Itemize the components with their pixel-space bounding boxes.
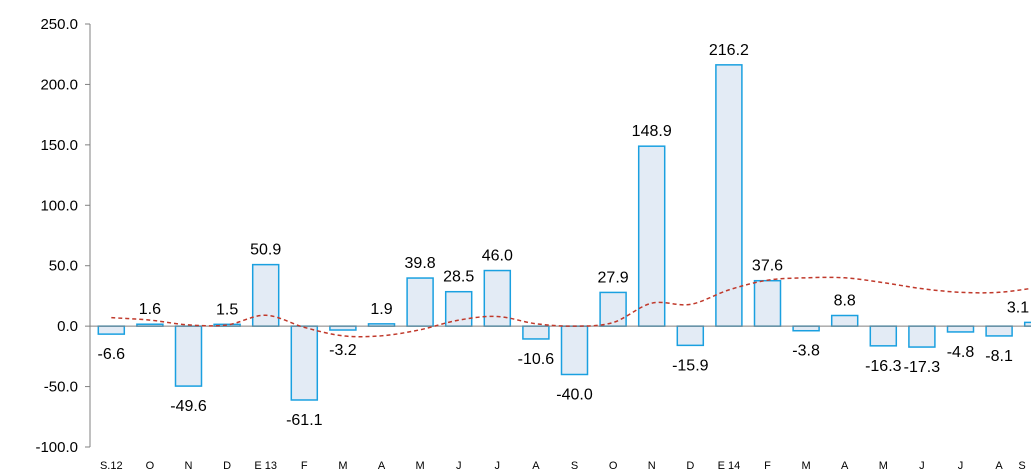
data-label: -16.3 xyxy=(865,358,902,375)
bar xyxy=(251,263,280,327)
x-tick-label: S xyxy=(1018,460,1025,472)
x-tick-label: A xyxy=(378,460,386,472)
data-label: -10.6 xyxy=(518,351,555,368)
bar xyxy=(830,314,859,327)
x-tick-label: E 14 xyxy=(718,460,741,472)
y-tick-label: 100.0 xyxy=(40,197,78,214)
trend-line-path xyxy=(111,276,1031,338)
data-label: -4.8 xyxy=(947,344,975,361)
data-label: 1.9 xyxy=(370,301,392,318)
data-label: 37.6 xyxy=(752,258,783,275)
data-labels: -6.6 1.6 -49.6 1.5 50.9 -61.1 -3.2 1.9 39.8 28.5 4… xyxy=(98,42,1030,429)
x-tick-label: D xyxy=(686,460,694,472)
x-axis: S.12 O N D E 13 F M A M J J A S O N D E 14 F M A M J J A S xyxy=(100,460,1026,472)
data-label: 1.5 xyxy=(216,301,238,318)
y-tick-label: 50.0 xyxy=(49,258,78,275)
x-tick-label: A xyxy=(532,460,540,472)
trend-line xyxy=(111,276,1031,338)
bar xyxy=(97,325,126,335)
data-label: -61.1 xyxy=(286,412,323,429)
data-label: -15.9 xyxy=(672,357,709,374)
x-tick-label: O xyxy=(609,460,618,472)
x-tick-label: J xyxy=(495,460,501,472)
data-label: -8.1 xyxy=(985,348,1013,365)
data-label: 8.8 xyxy=(834,293,856,310)
bar xyxy=(637,145,666,327)
data-label: 148.9 xyxy=(632,123,672,140)
bar xyxy=(290,325,319,401)
x-tick-label: M xyxy=(416,460,425,472)
data-label: 27.9 xyxy=(598,269,629,286)
y-axis: -100.0 -50.0 0.0 50.0 100.0 150.0 200.0 250.0 xyxy=(35,16,91,456)
data-label: -17.3 xyxy=(904,359,941,376)
data-label: -3.8 xyxy=(792,343,820,360)
x-tick-label: O xyxy=(146,460,155,472)
x-tick-label: D xyxy=(223,460,231,472)
x-tick-label: M xyxy=(879,460,888,472)
x-tick-label: E 13 xyxy=(254,460,277,472)
x-tick-label: M xyxy=(802,460,811,472)
bar xyxy=(444,290,473,327)
x-tick-label: M xyxy=(338,460,347,472)
x-tick-label: S.12 xyxy=(100,460,123,472)
data-label: -40.0 xyxy=(556,386,593,403)
bar xyxy=(715,64,743,327)
x-tick-label: J xyxy=(958,460,964,472)
y-tick-label: -50.0 xyxy=(44,379,78,396)
y-tick-label: 200.0 xyxy=(40,76,78,93)
x-tick-label: J xyxy=(919,460,925,472)
data-label: 216.2 xyxy=(709,42,749,59)
x-tick-label: S xyxy=(571,460,578,472)
bar xyxy=(599,291,627,327)
x-tick-label: N xyxy=(648,460,656,472)
bar xyxy=(676,325,705,347)
bar xyxy=(946,325,975,333)
x-tick-label: J xyxy=(456,460,462,472)
bar xyxy=(560,325,589,376)
x-tick-label: N xyxy=(185,460,193,472)
data-label: 1.6 xyxy=(139,301,161,318)
bar xyxy=(174,325,203,387)
data-label: 50.9 xyxy=(250,242,281,259)
y-tick-label: 150.0 xyxy=(40,137,78,154)
data-label: 3.1 xyxy=(1007,299,1029,316)
data-label: -49.6 xyxy=(170,398,207,415)
bar xyxy=(522,325,550,340)
x-tick-label: A xyxy=(841,460,849,472)
bar xyxy=(1023,321,1031,327)
bars xyxy=(97,64,1031,401)
x-tick-label: F xyxy=(301,460,308,472)
bar xyxy=(908,325,936,348)
bar xyxy=(329,325,357,331)
x-tick-label: A xyxy=(995,460,1003,472)
data-label: 46.0 xyxy=(482,248,513,265)
data-label: 28.5 xyxy=(443,269,474,286)
bar xyxy=(985,325,1013,337)
y-tick-label: -100.0 xyxy=(35,439,78,456)
y-tick-label: 250.0 xyxy=(40,16,78,33)
x-tick-label: F xyxy=(764,460,771,472)
data-label: -3.2 xyxy=(329,342,357,359)
y-tick-label: 0.0 xyxy=(57,318,78,335)
data-label: -6.6 xyxy=(98,346,126,363)
bar xyxy=(792,325,820,332)
bar xyxy=(869,325,898,347)
bar xyxy=(753,279,782,327)
data-label: 39.8 xyxy=(405,255,436,272)
bar xyxy=(406,277,434,327)
